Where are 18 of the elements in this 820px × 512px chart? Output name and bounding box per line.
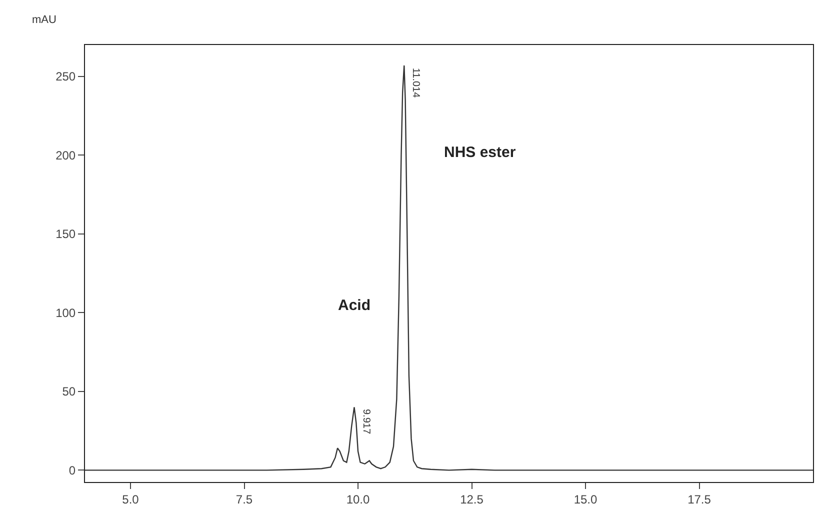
x-tick-label: 10.0 [346, 492, 370, 506]
y-tick-label: 200 [56, 148, 76, 162]
x-tick-label: 12.5 [460, 492, 484, 506]
annotation: Acid [338, 297, 371, 314]
annotation: 11.014 [410, 68, 422, 98]
x-tick-label: 7.5 [236, 492, 253, 506]
annotation: 9.917 [360, 408, 372, 434]
x-tick-label: 17.5 [688, 492, 712, 506]
y-tick-label: 150 [56, 227, 76, 242]
y-tick-label: 250 [56, 70, 76, 84]
x-tick-label: 15.0 [574, 492, 598, 506]
y-tick-label: 100 [56, 306, 76, 320]
annotation: NHS ester [444, 144, 516, 161]
y-axis-title: mAU [32, 14, 56, 26]
y-tick-label: 50 [62, 384, 76, 399]
y-tick-label: 0 [68, 463, 76, 478]
line-series [85, 64, 813, 471]
x-tick-label: 5.0 [122, 492, 140, 506]
